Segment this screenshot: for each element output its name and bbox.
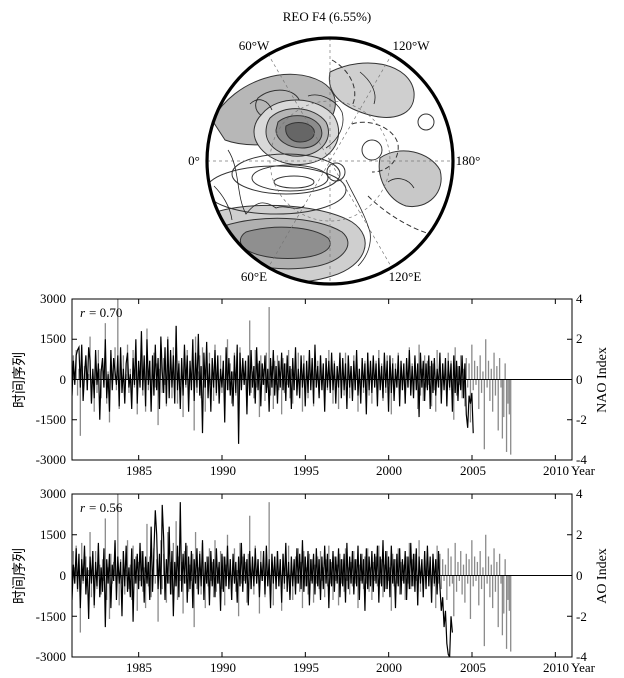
polar-map: REO F4 (6.55%): [188, 9, 481, 286]
nao-x-tick: 2010: [543, 463, 569, 478]
nao-corr-value: = 0.70: [89, 305, 122, 320]
lon-label-60e: 60°E: [241, 269, 267, 284]
ao-right-tick: 0: [576, 568, 583, 583]
ao-right-tick: 2: [576, 527, 583, 542]
nao-right-tick: -4: [576, 452, 587, 467]
ao-right-tick: -2: [576, 609, 587, 624]
ao-left-ylabel: 时间序列: [12, 548, 28, 604]
ao-black-series: [72, 502, 453, 657]
ao-right-ylabel: AO Index: [595, 548, 610, 604]
lon-label-0: 0°: [188, 153, 200, 168]
ao-x-tick: 2010: [543, 660, 569, 675]
nao-left-tick: -1500: [36, 412, 66, 427]
nao-x-tick: 2005: [460, 463, 486, 478]
nao-x-tick: 1995: [293, 463, 319, 478]
ao-x-tick: 1995: [293, 660, 319, 675]
ao-corr-value: = 0.56: [89, 500, 123, 515]
nao-right-tick: -2: [576, 412, 587, 427]
ao-corr-symbol: r: [80, 500, 86, 515]
ao-axis-ticks: [72, 493, 572, 658]
nao-panel: 3000 1500 0 -1500 -3000 4 2 0 -2 -4 1985…: [12, 291, 610, 478]
ao-x-tick: 2005: [460, 660, 486, 675]
nao-right-tick: 2: [576, 331, 583, 346]
nao-right-tick: 4: [576, 291, 583, 306]
nao-left-tick: 0: [60, 372, 67, 387]
nao-axis-ticks: [72, 298, 572, 461]
lon-label-120e: 120°E: [389, 269, 422, 284]
ao-x-unit: Year: [571, 660, 596, 675]
nao-right-ylabel: NAO Index: [595, 347, 610, 413]
nao-x-tick: 2000: [376, 463, 402, 478]
lon-label-120w: 120°W: [393, 38, 431, 53]
lon-label-180: 180°: [456, 153, 481, 168]
nao-x-tick: 1990: [210, 463, 236, 478]
nao-left-ylabel: 时间序列: [12, 352, 28, 408]
lon-label-60w: 60°W: [239, 38, 270, 53]
ao-left-tick: -3000: [36, 649, 66, 664]
ao-x-tick: 1990: [210, 660, 236, 675]
nao-x-tick: 1985: [126, 463, 152, 478]
map-boundary: [205, 36, 455, 286]
ao-right-tick: 4: [576, 486, 583, 501]
nao-right-tick: 0: [576, 372, 583, 387]
map-contours: [207, 38, 453, 284]
ao-left-tick: 3000: [40, 486, 66, 501]
nao-left-tick: -3000: [36, 452, 66, 467]
map-title: REO F4 (6.55%): [283, 9, 371, 24]
ao-x-tick: 1985: [126, 660, 152, 675]
nao-left-tick: 3000: [40, 291, 66, 306]
nao-left-tick: 1500: [40, 331, 66, 346]
nao-corr-symbol: r: [80, 305, 86, 320]
nao-black-series: [72, 325, 474, 444]
nao-x-unit: Year: [571, 463, 596, 478]
ao-panel: 3000 1500 0 -1500 -3000 4 2 0 -2 -4 1985…: [12, 486, 610, 675]
ao-left-tick: 1500: [40, 527, 66, 542]
ao-left-tick: 0: [60, 568, 67, 583]
ao-x-tick: 2000: [376, 660, 402, 675]
ao-right-tick: -4: [576, 649, 587, 664]
ao-left-tick: -1500: [36, 609, 66, 624]
